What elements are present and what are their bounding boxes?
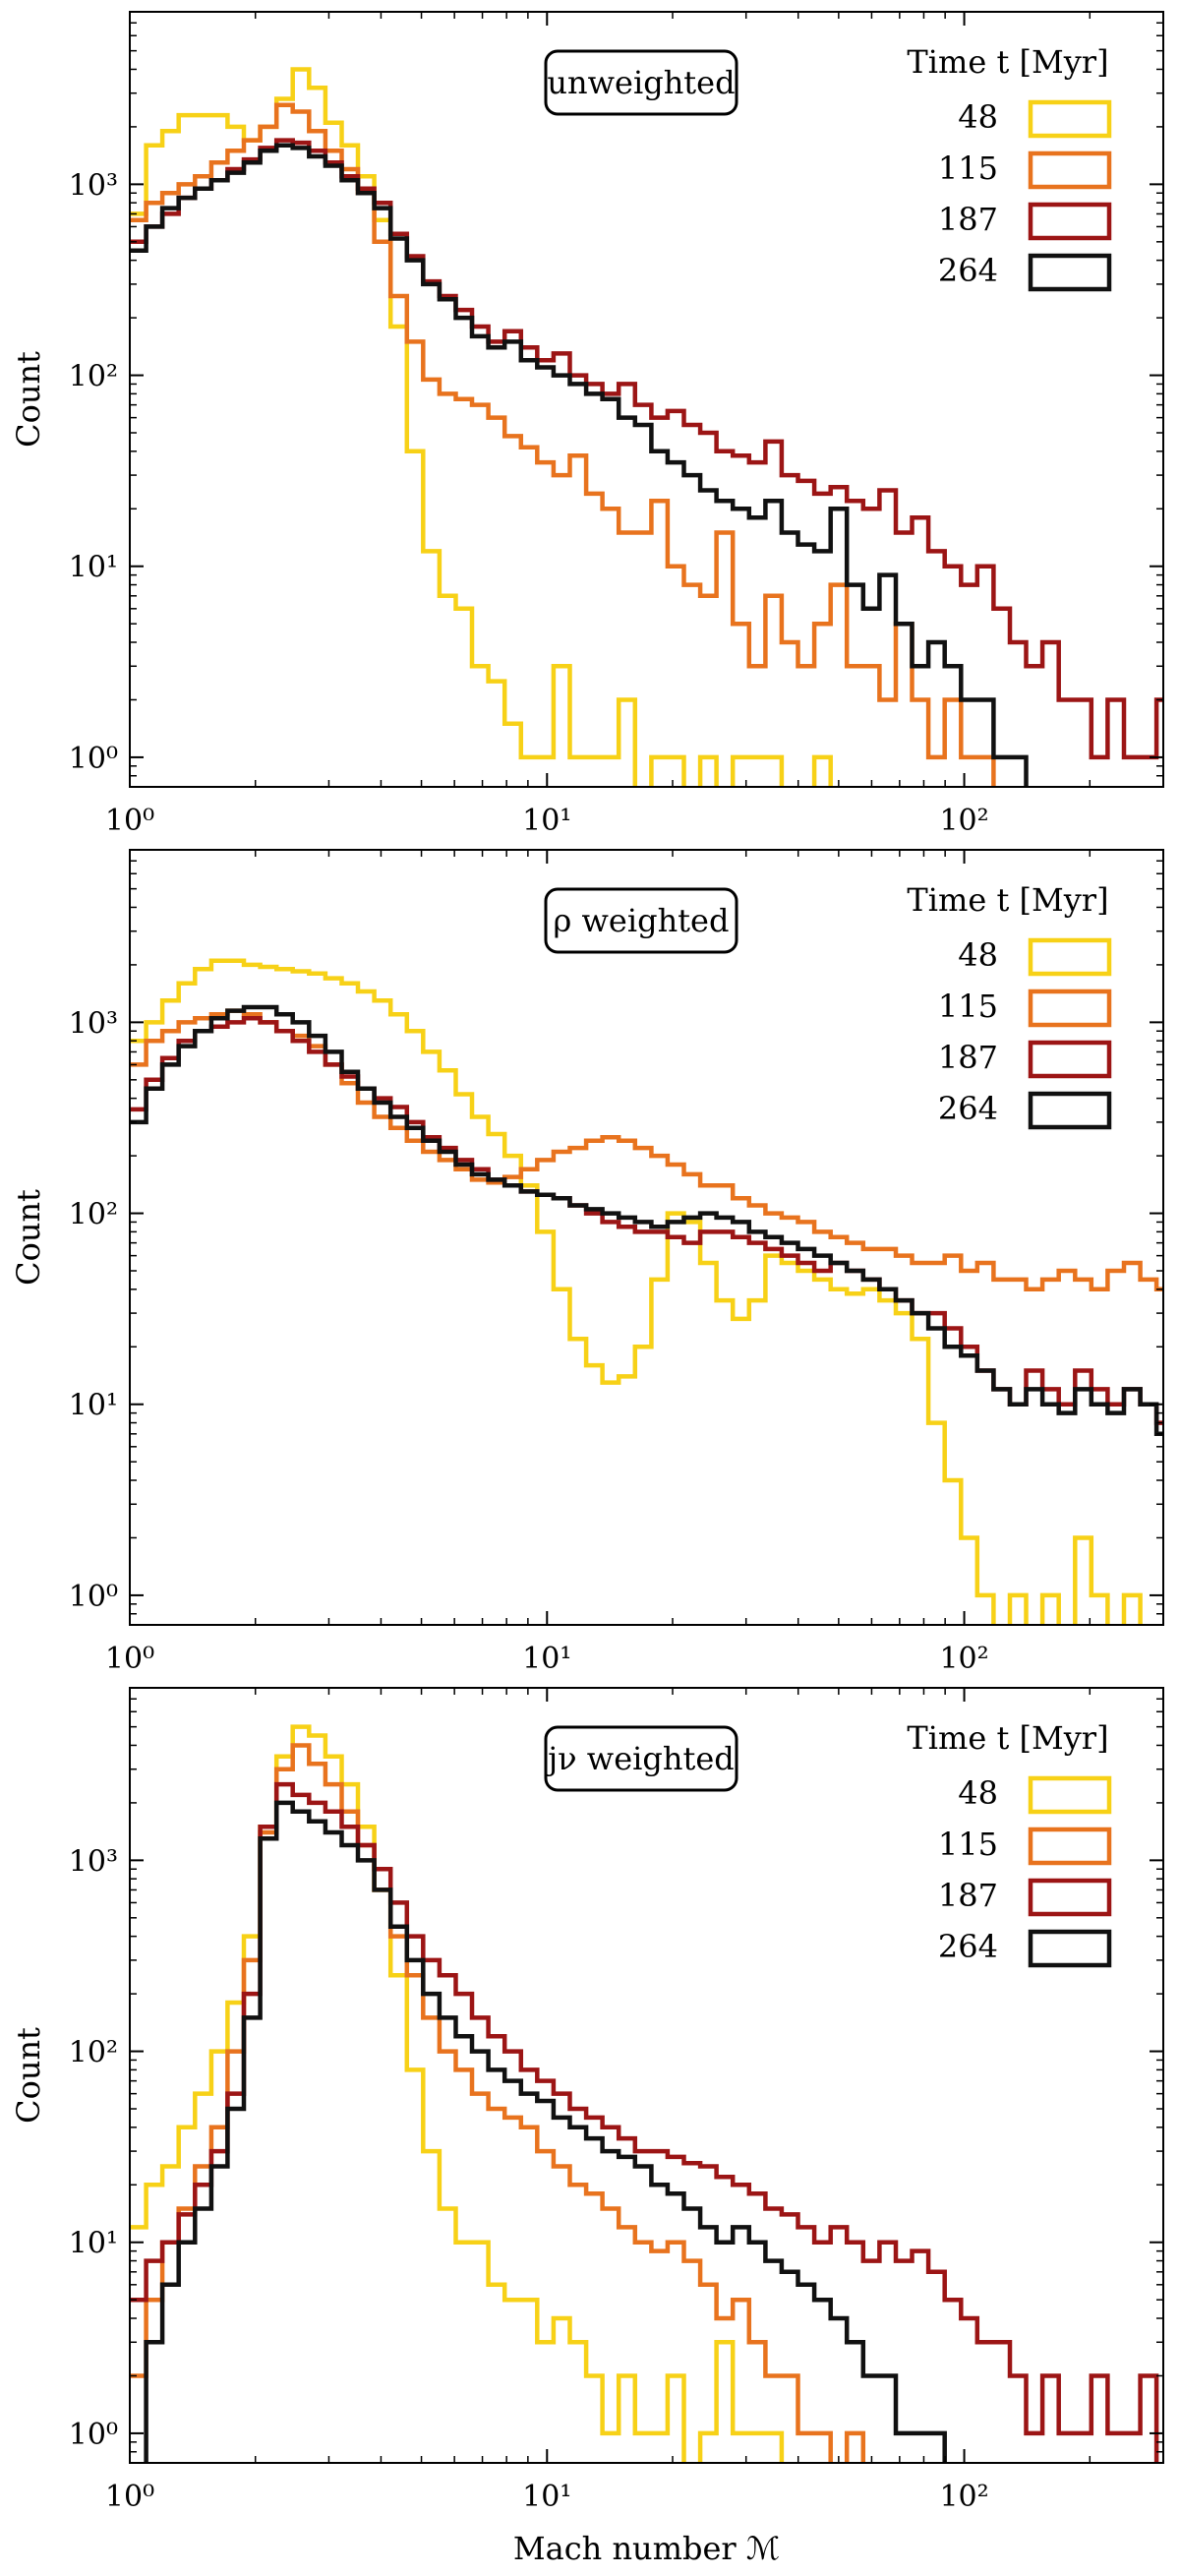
- panel-tag-box: [544, 49, 738, 116]
- legend-title: Time t [Myr]: [907, 1719, 1108, 1757]
- panel-tag-label: unweighted: [547, 64, 735, 101]
- y-tick-label: 10³: [69, 168, 118, 203]
- legend-label-115: 115: [938, 988, 998, 1025]
- legend-swatch-115: [1028, 988, 1112, 1028]
- y-tick-label: 10¹: [69, 2227, 118, 2261]
- series-115-line: [130, 1008, 1163, 1292]
- legend-label-264: 264: [938, 1928, 998, 1965]
- legend-label-48: 48: [958, 98, 998, 136]
- y-tick-label: 10¹: [69, 551, 118, 585]
- series-187-line: [130, 1781, 1159, 2463]
- y-tick-label: 10³: [69, 1844, 118, 1879]
- x-tick-label: 10²: [939, 2480, 988, 2514]
- y-tick-label: 10²: [69, 2036, 118, 2070]
- x-tick-label: 10⁰: [105, 804, 154, 838]
- y-tick-label: 10⁰: [69, 742, 118, 776]
- legend-swatch-264: [1028, 253, 1112, 292]
- x-tick-label: 10⁰: [105, 2480, 154, 2514]
- y-tick-label: 10⁰: [69, 1580, 118, 1614]
- legend-label-115: 115: [938, 150, 998, 187]
- series-264-line: [130, 1004, 1163, 1437]
- legend-swatch-115: [1028, 1827, 1112, 1866]
- x-tick-label: 10²: [939, 804, 988, 838]
- legend-label-48: 48: [958, 936, 998, 974]
- legend-label-48: 48: [958, 1774, 998, 1812]
- series-48-line: [130, 958, 1143, 1625]
- plot-frame: [129, 11, 1164, 788]
- y-axis-label: Count: [10, 351, 47, 448]
- x-tick-label: 10⁰: [105, 1642, 154, 1676]
- legend-swatch-264: [1028, 1929, 1112, 1968]
- plot-frame: [129, 849, 1164, 1626]
- series-187-line: [130, 138, 1163, 760]
- legend-label-187: 187: [938, 201, 998, 238]
- series-264-line: [144, 1800, 947, 2463]
- panel-2: 10⁰ 10¹ 10² 10⁰ 10¹ 10² 10³ Count ρ weighted Time…: [10, 849, 1164, 1676]
- panel-tag-label: ρ weighted: [554, 902, 730, 939]
- y-tick-label: 10³: [69, 1006, 118, 1041]
- plot-frame: [129, 1687, 1164, 2464]
- legend-label-187: 187: [938, 1039, 998, 1076]
- panel-tag-box: [544, 887, 738, 954]
- legend-swatch-48: [1028, 937, 1112, 977]
- legend-label-264: 264: [938, 1090, 998, 1127]
- legend-label-115: 115: [938, 1826, 998, 1863]
- x-tick-label: 10¹: [522, 2480, 571, 2514]
- x-axis-label: Mach number ℳ: [513, 2530, 780, 2567]
- legend-swatch-115: [1028, 150, 1112, 190]
- y-tick-label: 10⁰: [69, 2418, 118, 2452]
- panel-1: 10⁰ 10¹ 10² 10⁰ 10¹ 10² 10³ Count unweighted Time…: [10, 11, 1164, 838]
- legend-title: Time t [Myr]: [907, 881, 1108, 919]
- series-115-line: [130, 1743, 866, 2463]
- x-tick-label: 10¹: [522, 1642, 571, 1676]
- legend-swatch-187: [1028, 1040, 1112, 1079]
- x-tick-label: 10¹: [522, 804, 571, 838]
- y-axis-label: Count: [10, 1189, 47, 1286]
- series-264-line: [130, 143, 1029, 787]
- y-tick-label: 10²: [69, 360, 118, 394]
- legend-label-187: 187: [938, 1877, 998, 1914]
- legend-swatch-187: [1028, 202, 1112, 241]
- panel-tag-box: [544, 1725, 738, 1792]
- y-tick-label: 10²: [69, 1198, 118, 1232]
- series-48-line: [130, 67, 833, 787]
- legend-label-264: 264: [938, 252, 998, 289]
- panel-tag-label: jν weighted: [544, 1740, 734, 1777]
- y-tick-label: 10¹: [69, 1389, 118, 1423]
- legend-swatch-48: [1028, 1775, 1112, 1815]
- legend-title: Time t [Myr]: [907, 43, 1108, 81]
- panel-3: 10⁰ 10¹ 10² 10⁰ 10¹ 10² 10³ Count Mach number ℳ j…: [10, 1687, 1164, 2567]
- y-axis-label: Count: [10, 2027, 47, 2124]
- legend-swatch-48: [1028, 99, 1112, 139]
- legend-swatch-264: [1028, 1091, 1112, 1130]
- x-tick-label: 10²: [939, 1642, 988, 1676]
- series-115-line: [130, 102, 996, 787]
- legend-swatch-187: [1028, 1878, 1112, 1917]
